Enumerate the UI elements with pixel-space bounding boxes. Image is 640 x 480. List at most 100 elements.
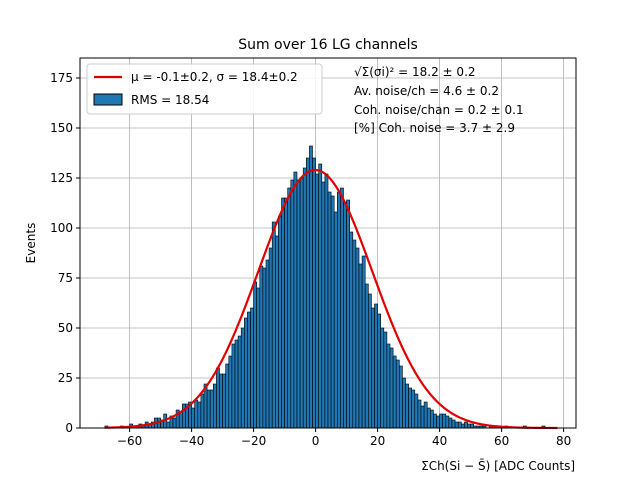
histogram-bar	[287, 187, 292, 429]
x-tick-label: 40	[432, 434, 447, 448]
histogram-bar	[305, 157, 310, 429]
histogram-bar	[309, 145, 313, 429]
histogram-bar	[194, 399, 199, 429]
plot-frame	[79, 57, 577, 429]
histogram-bar	[371, 307, 375, 429]
histogram-bar	[274, 235, 279, 429]
histogram-bar	[247, 311, 251, 429]
histogram-bar	[321, 181, 326, 429]
histogram-bar	[349, 231, 354, 429]
histogram-bar	[231, 343, 236, 429]
gaussian-fit-curve	[104, 168, 558, 430]
y-tick-label: 150	[50, 121, 73, 135]
chart-title: Sum over 16 LG channels	[238, 37, 418, 53]
histogram-bar	[448, 417, 453, 429]
histogram-bar	[234, 339, 239, 429]
x-axis-ticks: −60 −40 −20 0 20 40 60 80	[117, 428, 571, 448]
histogram-bar	[296, 179, 301, 429]
histogram-bar	[364, 283, 369, 429]
histogram-bar	[262, 267, 267, 429]
histogram-bar	[166, 421, 171, 429]
x-axis-label: ΣCh(Si − S̄) [ADC Counts]	[421, 459, 575, 473]
histogram-bar	[333, 211, 338, 429]
histogram-bar	[389, 347, 394, 429]
histogram-bar	[191, 407, 196, 429]
y-tick-label: 25	[58, 371, 73, 385]
histogram-bar	[423, 401, 428, 429]
histogram-bar	[216, 367, 220, 429]
histogram-bar	[451, 419, 456, 429]
legend-fit-label: μ = -0.1±0.2, σ = 18.4±0.2	[131, 70, 298, 84]
histogram-bar	[222, 373, 227, 429]
histogram-bar	[219, 373, 223, 429]
histogram-bar	[429, 409, 434, 429]
histogram-bar	[367, 293, 372, 429]
histogram-bar	[240, 327, 245, 429]
histogram-bar	[467, 423, 471, 429]
histogram-bar	[442, 413, 447, 429]
histogram-bar	[256, 287, 261, 429]
x-tick-label: 60	[494, 434, 509, 448]
histogram-bar	[420, 405, 425, 429]
histogram-bar	[206, 389, 211, 429]
histogram-bar	[361, 255, 366, 429]
histogram-bar	[244, 317, 248, 429]
x-tick-label: −60	[117, 434, 142, 448]
histogram-bar	[464, 421, 468, 429]
noise-annotations: √Σ(σi)² = 18.2 ± 0.2 Av. noise/ch = 4.6 …	[354, 65, 524, 135]
histogram-bar	[436, 415, 440, 429]
histogram-bar	[290, 179, 295, 429]
x-tick-label: −40	[179, 434, 204, 448]
histogram-bar	[197, 401, 202, 429]
y-tick-label: 100	[50, 221, 73, 235]
histogram-bar	[358, 263, 363, 429]
histogram-bar	[281, 197, 285, 429]
histogram-bar	[377, 313, 382, 429]
histogram-bar	[433, 413, 437, 429]
histogram-bar	[178, 411, 183, 429]
histogram-bar	[265, 259, 270, 429]
y-tick-label: 75	[58, 271, 73, 285]
x-tick-label: 0	[312, 434, 320, 448]
annotation-coh-percent: [%] Coh. noise = 3.7 ± 2.9	[354, 121, 515, 135]
histogram-bar	[460, 423, 465, 429]
histogram-bar	[408, 387, 413, 429]
histogram-bar	[302, 167, 307, 429]
histogram-bar	[392, 355, 397, 429]
histogram-bar	[253, 281, 258, 429]
histogram-bar	[225, 363, 230, 429]
histogram-bar	[340, 187, 344, 429]
histogram-bar	[315, 173, 320, 429]
histogram-bar	[284, 197, 289, 429]
histogram-bar	[386, 343, 391, 429]
y-tick-label: 50	[58, 321, 73, 335]
histogram-bar	[318, 163, 323, 429]
histogram-bar	[293, 171, 298, 429]
histogram-bar	[454, 421, 459, 429]
histogram-bar	[414, 393, 419, 429]
histogram-bar	[405, 383, 409, 429]
histogram-bar	[398, 365, 403, 429]
legend-box	[86, 63, 323, 115]
histogram-bar	[402, 377, 406, 429]
histogram-bar	[268, 247, 273, 429]
y-tick-label: 0	[65, 421, 73, 435]
legend: μ = -0.1±0.2, σ = 18.4±0.2 RMS = 18.54	[86, 63, 323, 115]
histogram-bar	[445, 415, 450, 429]
histogram-bar	[209, 389, 214, 429]
y-tick-label: 125	[50, 171, 73, 185]
x-tick-label: 80	[556, 434, 571, 448]
histogram-bar	[355, 247, 360, 429]
histogram-bar	[250, 307, 254, 429]
histogram-bar	[383, 331, 388, 429]
histogram-bar	[200, 393, 205, 429]
histogram-bar	[439, 413, 444, 429]
histogram-bar	[312, 157, 316, 429]
histogram-bar	[271, 221, 276, 429]
histogram-bar	[213, 383, 217, 429]
histogram-bar	[336, 191, 341, 429]
histogram-bar	[346, 199, 351, 429]
histogram-bar	[457, 421, 462, 429]
histogram-bar	[343, 201, 347, 429]
